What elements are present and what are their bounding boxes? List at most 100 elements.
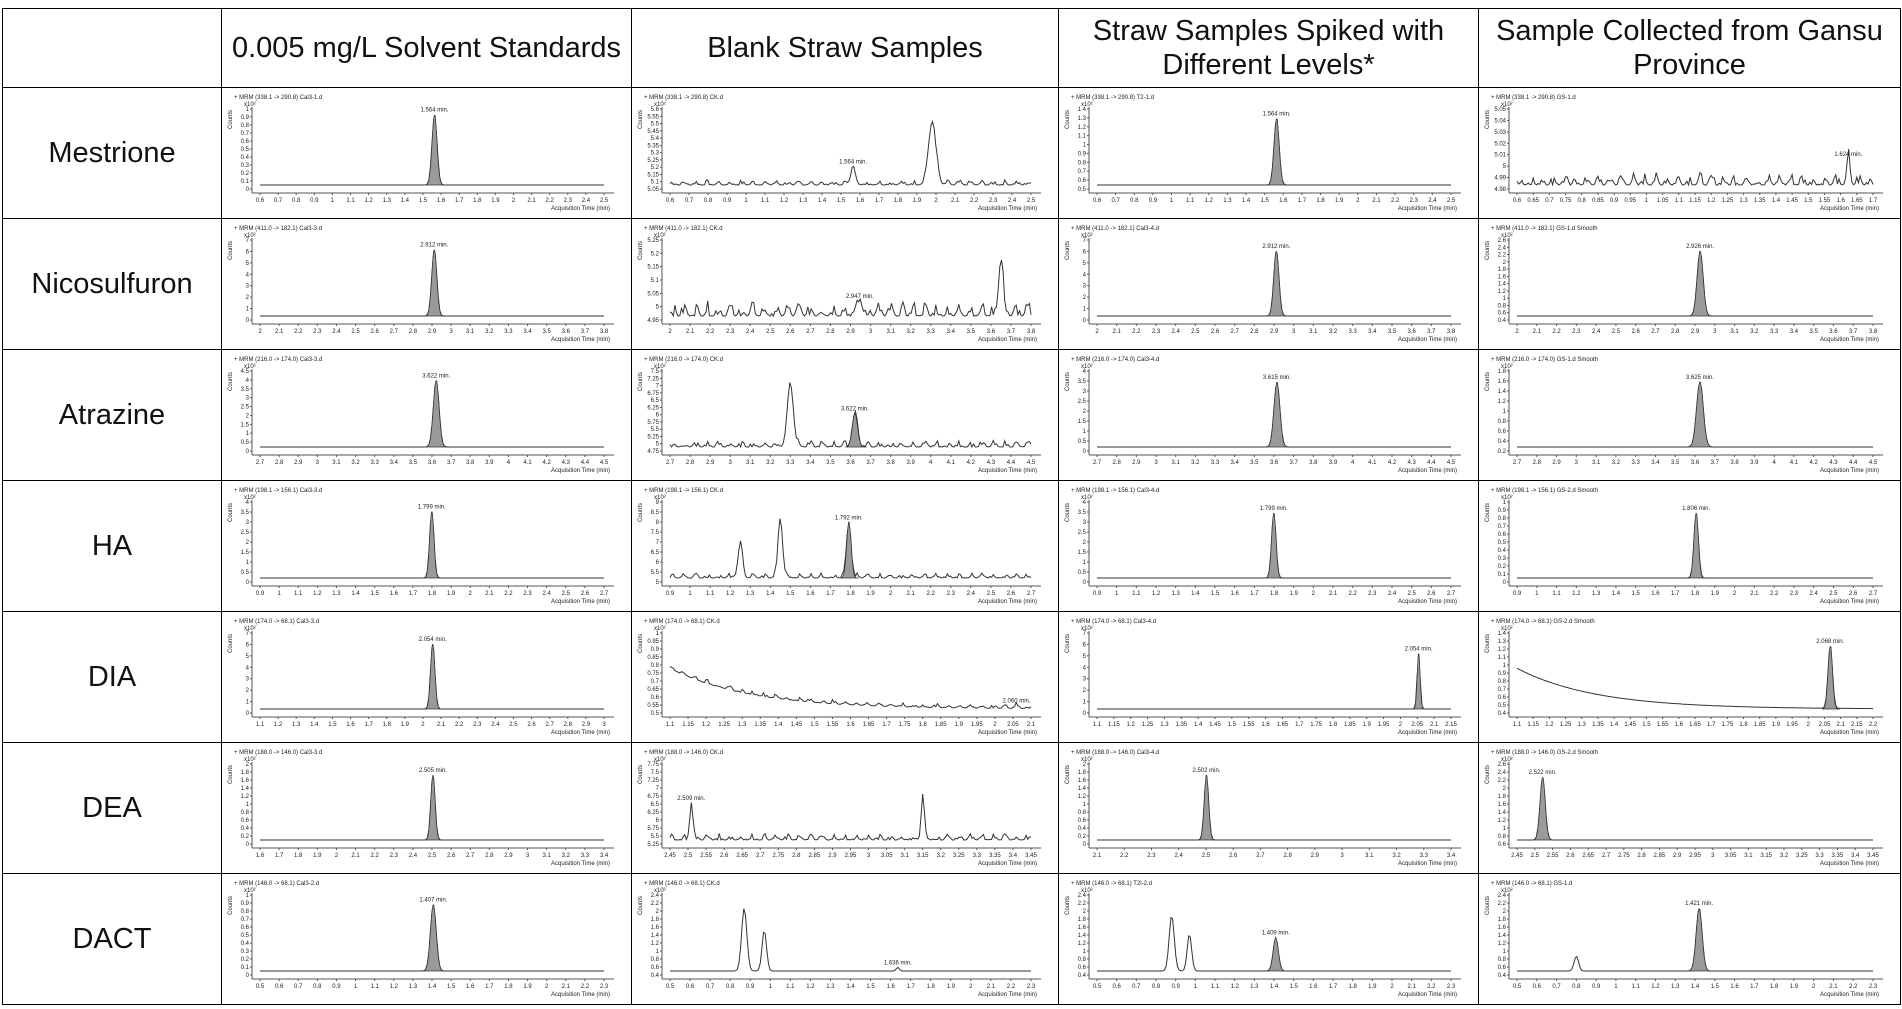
y-tick-label: 0: [1503, 580, 1507, 586]
y-tick-label: 5: [656, 580, 660, 586]
y-tick-label: 4: [1083, 272, 1087, 278]
x-tick-label: 1.2: [1152, 591, 1161, 597]
peak-label: 1.564 min.: [1263, 111, 1291, 117]
x-tick-label: 1.3: [409, 984, 418, 990]
y-tick-label: 4: [246, 378, 250, 384]
x-tick-label: 3.5: [1671, 460, 1680, 466]
y-tick-label: 0: [1083, 711, 1087, 717]
x-tick-label: 3: [867, 853, 871, 859]
y-tick-label: 1.8: [241, 770, 250, 776]
x-axis-label: Acquisition Time (min): [1820, 861, 1879, 867]
y-tick-label: 0.5: [241, 440, 250, 446]
x-tick-label: 1.3: [746, 591, 755, 597]
y-tick-label: 0.1: [1498, 572, 1507, 578]
x-tick-label: 3.4: [600, 853, 609, 859]
x-tick-label: 0.7: [294, 984, 303, 990]
chromatogram-table: 0.005 mg/L Solvent Standards Blank Straw…: [2, 8, 1901, 1005]
x-tick-label: 2.7: [1513, 460, 1522, 466]
x-tick-label: 2.2: [370, 853, 379, 859]
x-tick-label: 2.5: [1447, 198, 1456, 204]
x-tick-label: 1.7: [1707, 722, 1716, 728]
x-tick-label: 3.5: [409, 460, 418, 466]
x-tick-label: 2.9: [1132, 460, 1141, 466]
x-tick-label: 1.7: [1329, 984, 1338, 990]
y-tick-label: 5.25: [647, 842, 659, 848]
y-tick-label: 5.5: [651, 427, 660, 433]
x-tick-label: 0.9: [723, 198, 732, 204]
x-tick-label: 2.4: [746, 329, 755, 335]
y-tick-label: 4.75: [647, 449, 659, 455]
y-tick-label: 0.4: [241, 826, 250, 832]
y-tick-label: 1: [1083, 700, 1087, 706]
y-tick-label: 2.2: [1498, 901, 1507, 907]
x-tick-label: 1.7: [409, 591, 418, 597]
peak-label: 2.912 min.: [420, 242, 448, 248]
x-tick-label: 1.3: [826, 984, 835, 990]
y-tick-label: 4: [1083, 369, 1087, 375]
y-tick-label: 0.6: [1498, 311, 1507, 317]
y-exponent: x10²: [654, 102, 666, 108]
x-axis-label: Acquisition Time (min): [978, 337, 1037, 343]
x-tick-label: 2.95: [845, 853, 857, 859]
y-tick-label: 0.1: [241, 965, 250, 971]
y-tick-label: 5.02: [1494, 141, 1506, 147]
x-tick-label: 1.7: [1295, 722, 1304, 728]
x-tick-label: 1.5: [1804, 198, 1813, 204]
y-tick-label: 2.4: [1078, 893, 1087, 899]
x-tick-label: 2.4: [1171, 329, 1180, 335]
chromatogram-plot: + MRM (188.0 -> 146.0) GS-2.d Smoothx10²…: [1485, 750, 1883, 867]
x-tick-label: 1.4: [818, 198, 827, 204]
x-tick-label: 4.5: [600, 460, 609, 466]
x-tick-label: 2.1: [437, 722, 446, 728]
x-tick-label: 4.2: [542, 460, 551, 466]
x-tick-label: 3.4: [1009, 853, 1018, 859]
y-tick-label: 1: [1503, 409, 1507, 415]
y-tick-label: 1: [246, 107, 250, 113]
x-tick-label: 2.3: [726, 329, 735, 335]
y-axis-label: Counts: [1065, 372, 1071, 391]
y-tick-label: 0.6: [1498, 842, 1507, 848]
x-tick-label: 3.7: [447, 460, 456, 466]
x-tick-label: 2.7: [1447, 591, 1456, 597]
y-tick-label: 0.5: [241, 147, 250, 153]
x-tick-label: 1.2: [1545, 722, 1554, 728]
x-tick-label: 2.7: [1256, 853, 1265, 859]
x-tick-label: 3.3: [1420, 853, 1429, 859]
plot-title: + MRM (174.0 -> 68.1) CK.d: [644, 619, 720, 625]
y-axis-label: Counts: [638, 896, 644, 915]
y-tick-label: 5.5: [651, 570, 660, 576]
y-tick-label: 0.2: [1498, 564, 1507, 570]
y-tick-label: 1: [656, 631, 660, 637]
y-tick-label: 1: [246, 802, 250, 808]
x-tick-label: 3.45: [1867, 853, 1879, 859]
x-tick-label: 1.5: [1289, 984, 1298, 990]
x-axis-label: Acquisition Time (min): [978, 206, 1037, 212]
x-tick-label: 2.1: [1372, 198, 1381, 204]
chromatogram-cell: + MRM (174.0 -> 68.1) Cal3-3.d x10² Counts…: [221, 611, 632, 743]
x-tick-label: 2.75: [1618, 853, 1630, 859]
x-tick-label: 1.7: [906, 984, 915, 990]
y-tick-label: 7.5: [651, 369, 660, 375]
y-tick-label: 3: [1083, 677, 1087, 683]
x-tick-label: 2.9: [504, 853, 513, 859]
x-tick-label: 1.6: [466, 984, 475, 990]
y-tick-label: 0.7: [1498, 687, 1507, 693]
y-tick-label: 1.5: [241, 550, 250, 556]
x-tick-label: 1.65: [1277, 722, 1289, 728]
x-tick-label: 1.7: [826, 591, 835, 597]
x-tick-label: 1: [331, 198, 335, 204]
x-tick-label: 0.9: [310, 198, 319, 204]
header-solvent-standards: 0.005 mg/L Solvent Standards: [221, 8, 632, 88]
x-tick-label: 2.5: [766, 329, 775, 335]
y-tick-label: 1.4: [1078, 786, 1087, 792]
x-tick-label: 3.5: [967, 329, 976, 335]
x-tick-label: 2.4: [1428, 198, 1437, 204]
y-tick-label: 3.5: [1078, 510, 1087, 516]
peak-label: 2.912 min.: [1262, 244, 1290, 250]
x-tick-label: 1.1: [370, 984, 379, 990]
y-axis-label: Counts: [1065, 634, 1071, 653]
peak-label: 2.502 min.: [1192, 768, 1220, 774]
x-tick-label: 0.7: [1132, 984, 1141, 990]
